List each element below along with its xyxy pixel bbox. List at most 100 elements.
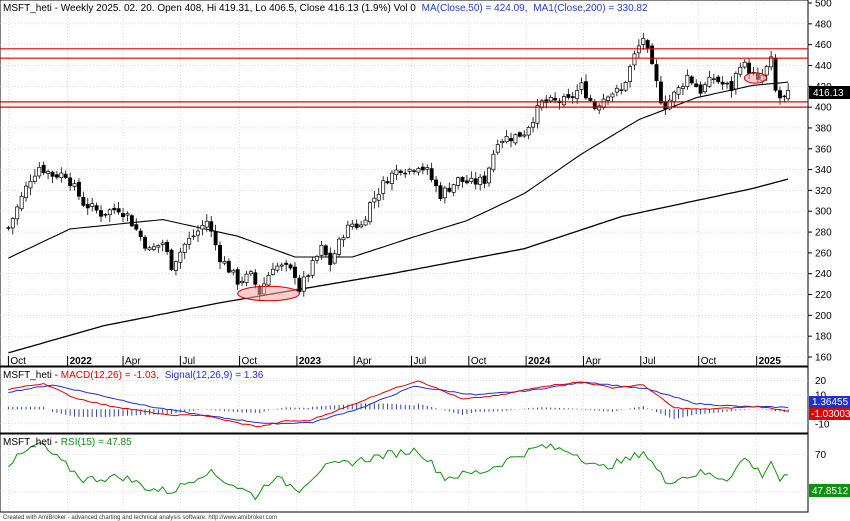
macd-value-label: -1.03003 [811, 409, 850, 420]
candle-body [240, 280, 245, 283]
candle-body [24, 185, 28, 199]
candle [222, 256, 227, 266]
price-tick-label: 460 [815, 40, 832, 51]
candle [769, 50, 774, 71]
candle-body [451, 184, 456, 193]
candle-body [77, 181, 81, 197]
candle-body [218, 245, 222, 263]
macd-title-header: MSFT_heti - [3, 370, 61, 381]
candle [182, 242, 187, 260]
candle-body [561, 96, 566, 106]
candle-body [10, 218, 15, 229]
candle [116, 202, 121, 215]
candle [37, 162, 42, 179]
candle [46, 169, 51, 180]
candle-body [169, 249, 174, 271]
candle [531, 116, 536, 133]
candle-body [667, 99, 672, 110]
candle [535, 99, 540, 129]
candle-body [786, 90, 791, 100]
candle [469, 171, 474, 185]
candle [99, 205, 103, 222]
candle [394, 164, 399, 181]
candle [716, 74, 721, 85]
candle-body [473, 178, 478, 185]
date-tick-label: 2022 [70, 356, 93, 367]
candle-body [416, 168, 421, 173]
candle-body [623, 81, 628, 91]
candle-body [663, 101, 668, 110]
candle [566, 88, 571, 100]
candle-body [363, 219, 368, 226]
candle-body [570, 96, 575, 98]
highlight-ellipse [743, 72, 767, 84]
date-axis-labels: Oct 2022 Apr Jul Oct 2023 Apr Jul Oct 2024 Apr Jul O… [7, 356, 782, 367]
ma50-line [8, 81, 789, 259]
highlight-ellipse [237, 285, 300, 302]
signal-line [8, 381, 789, 425]
candle-body [464, 180, 469, 184]
candle [522, 130, 527, 138]
candle-body [500, 140, 505, 144]
candle [59, 167, 64, 183]
price-title-ma200: MA1(Close,200) = 330.82 [533, 3, 648, 14]
candle [284, 259, 289, 272]
candle [315, 254, 319, 264]
candle-body [456, 177, 461, 186]
candle [460, 176, 465, 188]
candle-body [41, 164, 46, 174]
candle [438, 182, 443, 202]
candle-body [403, 172, 408, 175]
candle-body [341, 237, 346, 241]
macd-value-tag: -1.03003 [809, 408, 850, 420]
candle-body [125, 213, 130, 216]
candle [619, 83, 624, 95]
candle-body [90, 203, 95, 207]
rsi-title-header: MSFT_heti - [3, 437, 61, 448]
macd-tick-label: 20 [815, 376, 827, 387]
candle-body [297, 277, 302, 293]
candle [425, 164, 430, 175]
candle [667, 94, 672, 111]
candle-body [288, 264, 293, 269]
candle [213, 224, 218, 251]
candle [63, 170, 68, 180]
candle-body [689, 76, 694, 84]
candle [270, 262, 275, 276]
candle-body [681, 86, 685, 89]
candle [412, 168, 416, 175]
candle-body [447, 187, 452, 192]
candle-body [63, 173, 68, 178]
candle-body [381, 180, 386, 194]
candle [420, 163, 425, 175]
candle [218, 241, 222, 269]
candle [297, 275, 302, 294]
candle [359, 220, 364, 229]
candle [773, 54, 778, 93]
candle-body [398, 170, 403, 173]
macd-tick-label: 10 [815, 390, 827, 401]
candle [782, 94, 787, 103]
candle-body [584, 81, 588, 99]
candle-body [178, 251, 183, 263]
candle [169, 248, 174, 272]
candle-body [138, 230, 143, 238]
price-tick-label: 220 [815, 290, 832, 301]
candle-body [654, 64, 659, 82]
candle [125, 211, 130, 222]
candle-body [200, 224, 205, 230]
candle [606, 95, 610, 106]
rsi-value-tag: 47.8512 [809, 484, 850, 497]
candle-body [698, 84, 703, 94]
candle [623, 80, 628, 93]
candle [81, 191, 86, 208]
candle-body [213, 231, 218, 246]
candle-body [385, 181, 390, 184]
candle-body [319, 244, 324, 256]
candle [310, 257, 315, 279]
candle-body [99, 210, 103, 217]
price-tick-label: 440 [815, 61, 832, 72]
candle-body [390, 172, 394, 184]
date-tick-label: Jul [414, 356, 427, 367]
date-tick-label: 2025 [759, 356, 782, 367]
